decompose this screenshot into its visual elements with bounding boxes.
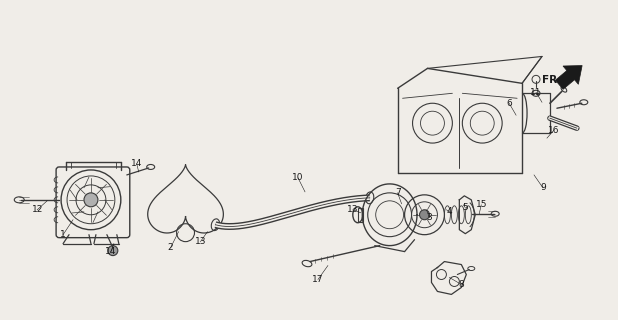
Text: 11: 11 xyxy=(530,88,542,97)
Text: 12: 12 xyxy=(32,205,43,214)
Text: 13: 13 xyxy=(195,237,206,246)
Text: 16: 16 xyxy=(548,126,560,135)
Text: 6: 6 xyxy=(506,99,512,108)
Text: 14: 14 xyxy=(131,159,142,169)
Text: 7: 7 xyxy=(395,188,400,197)
Polygon shape xyxy=(556,66,582,89)
Circle shape xyxy=(84,193,98,207)
Text: 3: 3 xyxy=(426,213,433,222)
Text: 15: 15 xyxy=(475,200,487,209)
Text: 10: 10 xyxy=(292,173,304,182)
Circle shape xyxy=(108,246,118,256)
Text: 1: 1 xyxy=(60,230,66,239)
Text: 13: 13 xyxy=(347,205,358,214)
Text: FR.: FR. xyxy=(542,75,562,85)
Text: 17: 17 xyxy=(312,275,324,284)
Text: 5: 5 xyxy=(462,203,468,212)
Text: 14: 14 xyxy=(105,247,117,256)
Text: 8: 8 xyxy=(459,280,464,289)
Text: 4: 4 xyxy=(447,207,452,216)
Text: 9: 9 xyxy=(540,183,546,192)
Circle shape xyxy=(420,210,430,220)
Text: 2: 2 xyxy=(168,243,174,252)
